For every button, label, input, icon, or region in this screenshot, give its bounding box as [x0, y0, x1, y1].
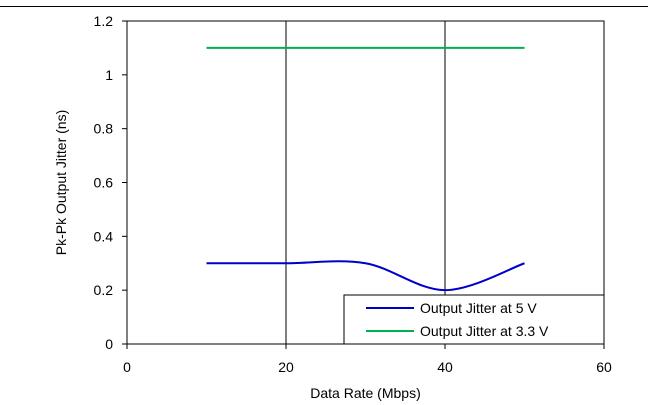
series-layer	[206, 46, 525, 292]
y-tick-label: 0.2	[94, 282, 114, 298]
legend-label: Output Jitter at 3.3 V	[420, 323, 549, 339]
y-tick-label: 0.8	[94, 121, 114, 137]
legend: Output Jitter at 5 V Output Jitter at 3.3…	[343, 294, 605, 345]
legend-box	[343, 294, 605, 345]
x-tick-label: 40	[437, 359, 453, 375]
top-rule	[0, 6, 648, 7]
tick-layer: 0 0.2 0.4 0.6 0.8 1 1.2 0 20 40 60	[94, 13, 612, 375]
y-axis-title: Pk-Pk Output Jitter (ns)	[53, 110, 69, 255]
x-axis-title: Data Rate (Mbps)	[310, 385, 420, 401]
legend-label: Output Jitter at 5 V	[420, 300, 537, 316]
y-tick-label: 1	[105, 67, 113, 83]
y-tick-label: 0.6	[94, 175, 114, 191]
series-line-1	[206, 260, 525, 292]
y-tick-label: 0	[105, 336, 113, 352]
x-tick-label: 0	[123, 359, 131, 375]
y-tick-label: 0.4	[94, 228, 114, 244]
x-tick-label: 60	[596, 359, 612, 375]
x-tick-label: 20	[278, 359, 294, 375]
y-tick-label: 1.2	[94, 13, 114, 29]
